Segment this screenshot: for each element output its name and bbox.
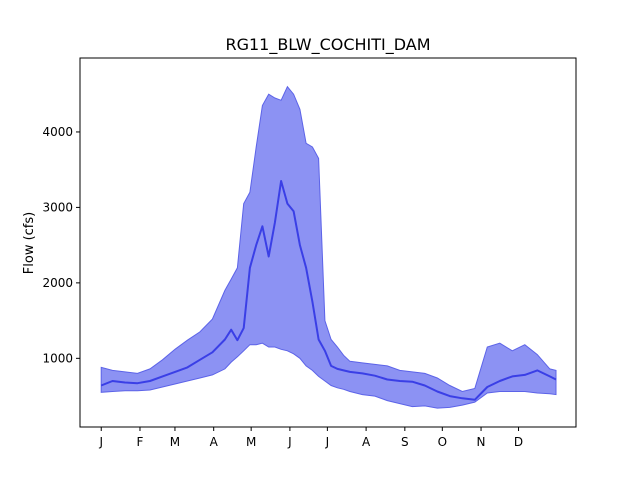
plot-area: [100, 85, 557, 409]
x-tick-label: A: [362, 435, 371, 449]
x-tick-label: N: [477, 435, 486, 449]
y-tick-label: 4000: [42, 125, 73, 139]
x-tick-label: O: [438, 435, 447, 449]
plot-frame: [79, 57, 577, 428]
y-axis-ticks: 1000 2000 3000 4000: [42, 125, 80, 365]
flow-range-band: [100, 85, 557, 409]
x-tick-label: A: [210, 435, 219, 449]
y-tick-label: 3000: [42, 200, 73, 214]
x-tick-label: M: [170, 435, 180, 449]
median-flow-line: [100, 180, 557, 401]
x-tick-label: D: [514, 435, 523, 449]
y-tick-label: 1000: [42, 351, 73, 365]
x-tick-label: J: [287, 435, 292, 449]
chart-title: RG11_BLW_COCHITI_DAM: [225, 35, 430, 55]
x-tick-label: M: [246, 435, 256, 449]
x-tick-label: S: [401, 435, 409, 449]
y-axis-label: Flow (cfs): [22, 212, 37, 274]
x-tick-label: J: [98, 435, 103, 449]
x-tick-label: J: [325, 435, 330, 449]
y-tick-label: 2000: [42, 276, 73, 290]
x-tick-label: F: [137, 435, 144, 449]
